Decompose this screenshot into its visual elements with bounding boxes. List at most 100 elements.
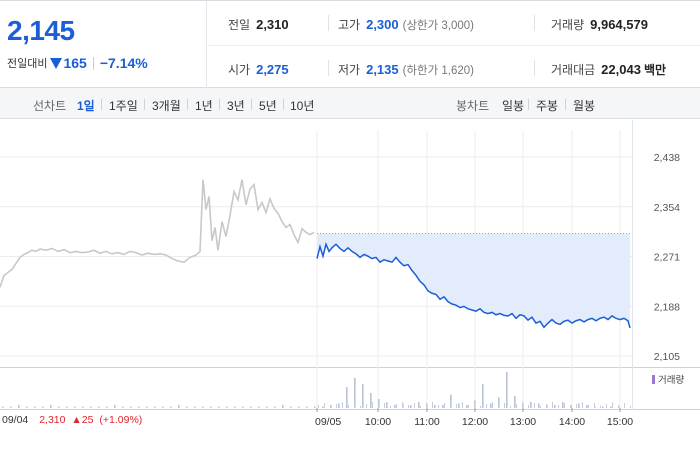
intraday-chart[interactable]: 2,438 2,354 2,271 2,188 2,105 09/05 10:00 11:00… — [0, 120, 700, 450]
volume-bar — [588, 405, 589, 408]
prev-change: ▲25 — [71, 414, 94, 426]
stat-unit: 백만 — [643, 63, 667, 77]
volume-bar — [194, 406, 196, 408]
period-tab-1w[interactable]: 1주일 — [109, 99, 138, 113]
stat-trade-value: 거래대금 22,043 백만 — [551, 61, 666, 78]
stat-sub: (상한가 3,000) — [402, 20, 475, 32]
volume-bar — [18, 405, 20, 408]
volume-bar — [450, 406, 451, 408]
volume-bar — [306, 406, 308, 408]
stat-high: 고가 2,300 (상한가 3,000) — [338, 16, 474, 33]
volume-bar — [226, 406, 228, 408]
x-tick-label: 09/05 — [315, 416, 341, 428]
candle-tab-monthly[interactable]: 월봉 — [573, 99, 596, 113]
volume-bar — [498, 405, 499, 408]
change-percent: −7.14% — [99, 55, 148, 71]
volume-bar — [510, 406, 511, 408]
volume-bar — [462, 402, 463, 408]
volume-bar — [522, 402, 523, 408]
volume-bar — [516, 404, 517, 408]
volume-bar — [258, 406, 260, 408]
prev-day-info: 09/04 2,310 ▲25 (+1.09%) — [2, 414, 142, 426]
volume-bar — [354, 403, 355, 408]
x-tick-label: 15:00 — [607, 416, 633, 428]
volume-bar — [266, 406, 268, 408]
candle-tab-weekly[interactable]: 주봉 — [536, 99, 559, 113]
volume-bar — [410, 405, 412, 408]
volume-bar — [370, 393, 372, 408]
period-tab-3y[interactable]: 3년 — [227, 99, 245, 113]
period-tab-1d[interactable]: 1일 — [77, 99, 95, 113]
period-tab-10y[interactable]: 10년 — [290, 99, 315, 113]
volume-bar — [396, 404, 397, 408]
volume-bar — [324, 403, 325, 408]
volume-bar — [106, 406, 108, 408]
volume-bar — [336, 404, 337, 408]
stat-value: 2,310 — [256, 17, 289, 32]
stat-prev-close: 전일 2,310 — [228, 16, 289, 33]
volume-bar — [346, 387, 348, 408]
stat-value: 2,135 — [366, 62, 399, 77]
volume-bar — [564, 403, 565, 408]
stat-label: 저가 — [338, 63, 361, 77]
x-tick-label: 10:00 — [365, 416, 391, 428]
volume-bar — [612, 402, 613, 408]
volume-legend: 거래량 — [652, 372, 684, 386]
volume-bar — [2, 406, 4, 408]
volume-bar — [558, 405, 559, 408]
quote-summary: 2,145 전일대비 165 −7.14% 전일 2,310 고가 2,300 … — [0, 0, 700, 89]
current-price: 2,145 — [7, 15, 75, 46]
change-amount: 165 — [63, 55, 87, 71]
volume-bar — [618, 405, 619, 408]
volume-bar — [250, 406, 252, 408]
volume-bar — [58, 406, 60, 408]
volume-bar — [146, 406, 148, 408]
period-tab-3m[interactable]: 3개월 — [152, 99, 181, 113]
volume-bar — [330, 406, 331, 408]
toolbar-divider — [219, 99, 220, 110]
volume-bar — [482, 384, 484, 408]
stat-label: 고가 — [338, 18, 361, 32]
stat-label: 거래대금 — [551, 63, 596, 77]
volume-bar — [386, 402, 388, 408]
x-tick-label: 13:00 — [510, 416, 536, 428]
volume-bar — [66, 406, 68, 408]
volume-bar — [114, 405, 116, 408]
volume-bar — [42, 406, 44, 408]
volume-bar — [202, 406, 204, 408]
volume-bar — [90, 406, 92, 408]
volume-bar — [26, 406, 28, 408]
volume-bar — [530, 402, 532, 408]
volume-bar — [474, 403, 475, 408]
volume-bar — [402, 402, 403, 408]
stat-sub: (하한가 1,620) — [402, 65, 475, 77]
stat-value: 2,300 — [366, 17, 399, 32]
volume-bar — [384, 403, 385, 408]
y-tick-label: 2,354 — [654, 202, 680, 214]
stat-divider — [534, 60, 535, 76]
volume-bar — [594, 403, 595, 408]
volume-bar — [322, 406, 324, 408]
volume-bar — [348, 405, 349, 408]
volume-bar — [210, 406, 212, 408]
period-tab-5y[interactable]: 5년 — [259, 99, 277, 113]
period-tab-1y[interactable]: 1년 — [195, 99, 213, 113]
volume-bar — [366, 404, 367, 408]
volume-bar — [444, 403, 445, 408]
volume-bar — [630, 406, 631, 408]
volume-bar — [432, 402, 433, 408]
volume-bar — [466, 405, 468, 408]
candle-tab-daily[interactable]: 일봉 — [502, 99, 525, 113]
y-tick-label: 2,438 — [654, 152, 680, 164]
volume-bar — [534, 403, 535, 408]
stat-volume: 거래량 9,964,579 — [551, 16, 648, 33]
line-chart-label: 선차트 — [33, 99, 67, 113]
toolbar-divider — [565, 99, 566, 110]
volume-bar — [492, 402, 493, 408]
volume-bar — [170, 406, 172, 408]
stat-value: 9,964,579 — [590, 17, 648, 32]
volume-bar — [74, 406, 76, 408]
volume-bar — [538, 403, 540, 408]
x-tick-label: 12:00 — [462, 416, 488, 428]
stats-grid: 전일 2,310 고가 2,300 (상한가 3,000) 거래량 9,964,… — [208, 1, 700, 89]
